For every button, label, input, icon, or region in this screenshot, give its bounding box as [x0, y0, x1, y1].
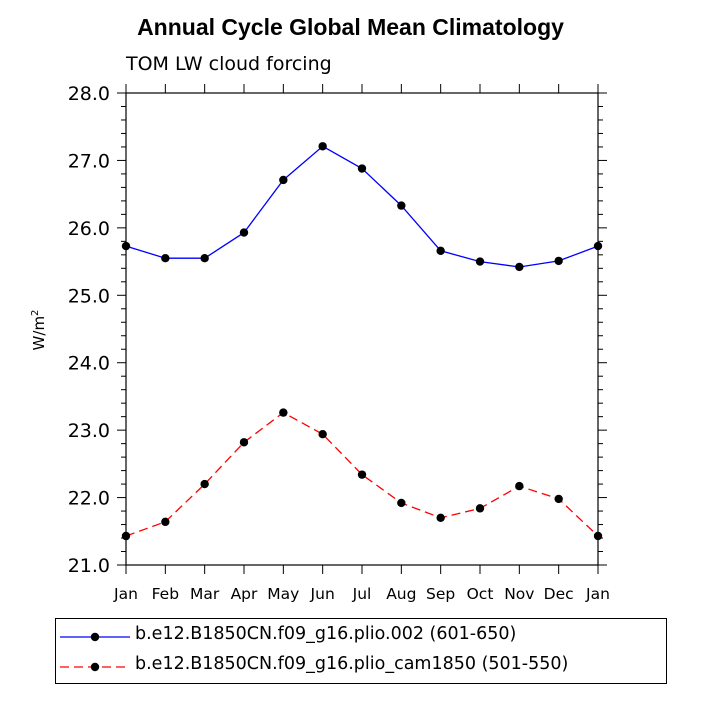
- data-point-series-1: [200, 254, 209, 263]
- series-group: [121, 142, 603, 541]
- legend-item-series-1: b.e12.B1850CN.f09_g16.plio.002 (601-650): [56, 621, 666, 651]
- x-tick-label: Aug: [386, 585, 416, 603]
- y-tick-label: 28.0: [68, 83, 110, 105]
- data-point-series-2: [239, 438, 249, 447]
- x-tick-label: Jan: [113, 585, 138, 603]
- y-tick-label: 25.0: [68, 285, 110, 307]
- y-tick-label: 27.0: [68, 150, 110, 172]
- data-point-series-2: [593, 531, 603, 541]
- data-point-series-1: [161, 254, 170, 263]
- y-tick-label: 24.0: [68, 353, 110, 375]
- chart-title: Annual Cycle Global Mean Climatology: [137, 14, 564, 40]
- data-point-series-1: [279, 175, 288, 185]
- data-point-series-2: [357, 470, 367, 479]
- x-tick-label: Mar: [190, 585, 220, 603]
- data-point-series-2: [475, 504, 485, 513]
- x-tick-label: Apr: [231, 585, 258, 603]
- x-tick-label: Nov: [504, 585, 534, 603]
- y-tick-label: 22.0: [68, 488, 110, 510]
- data-point-series-2: [200, 479, 209, 489]
- chart-legend: b.e12.B1850CN.f09_g16.plio.002 (601-650)…: [55, 618, 667, 684]
- x-tick-label: Oct: [467, 585, 494, 603]
- y-axis-label-text: W/m: [30, 316, 48, 351]
- data-point-series-1: [318, 142, 327, 151]
- data-point-series-2: [279, 408, 288, 417]
- data-point-series-1: [357, 164, 367, 173]
- legend-label-series-2: b.e12.B1850CN.f09_g16.plio_cam1850 (501-…: [135, 654, 569, 674]
- data-point-series-1: [121, 241, 131, 251]
- data-point-series-1: [554, 256, 563, 266]
- legend-item-series-2: b.e12.B1850CN.f09_g16.plio_cam1850 (501-…: [56, 651, 666, 681]
- legend-label-series-1: b.e12.B1850CN.f09_g16.plio.002 (601-650): [135, 624, 517, 644]
- data-point-series-2: [318, 429, 327, 439]
- data-point-series-1: [593, 241, 603, 251]
- x-tick-label: Dec: [544, 585, 574, 603]
- data-point-series-2: [436, 513, 445, 522]
- y-tick-label: 21.0: [68, 555, 110, 577]
- x-tick-label: Jul: [352, 585, 372, 603]
- y-tick-label: 23.0: [68, 420, 110, 442]
- data-point-series-2: [121, 531, 131, 541]
- svg-text:W/m2: W/m2: [30, 310, 48, 351]
- data-point-series-1: [239, 228, 249, 237]
- chart-subtitle: TOM LW cloud forcing: [126, 53, 332, 75]
- x-tick-label: Feb: [152, 585, 179, 603]
- x-tick-label: May: [267, 585, 299, 603]
- y-tick-label: 26.0: [68, 218, 110, 240]
- legend-swatch-series-2: [60, 662, 130, 672]
- plot-frame: [125, 92, 599, 566]
- y-axis-label: W/m2: [30, 310, 48, 351]
- x-tick-label: Jan: [585, 585, 610, 603]
- plot-area: 21.0 22.0 23.0 24.0 25.0 26.0 27.0 28.0 Jan Feb Ma…: [68, 83, 610, 603]
- legend-swatch-series-1: [60, 632, 130, 642]
- data-point-series-1: [436, 246, 445, 255]
- x-tick-label: Sep: [426, 585, 455, 603]
- data-point-series-2: [554, 494, 563, 504]
- data-point-series-1: [515, 262, 524, 272]
- data-point-series-1: [475, 257, 485, 266]
- x-tick-label: Jun: [310, 585, 335, 603]
- data-point-series-2: [515, 481, 524, 491]
- data-point-series-1: [397, 201, 406, 210]
- y-axis-label-superscript: 2: [30, 310, 41, 316]
- data-point-series-2: [397, 498, 406, 508]
- data-point-series-2: [161, 517, 170, 527]
